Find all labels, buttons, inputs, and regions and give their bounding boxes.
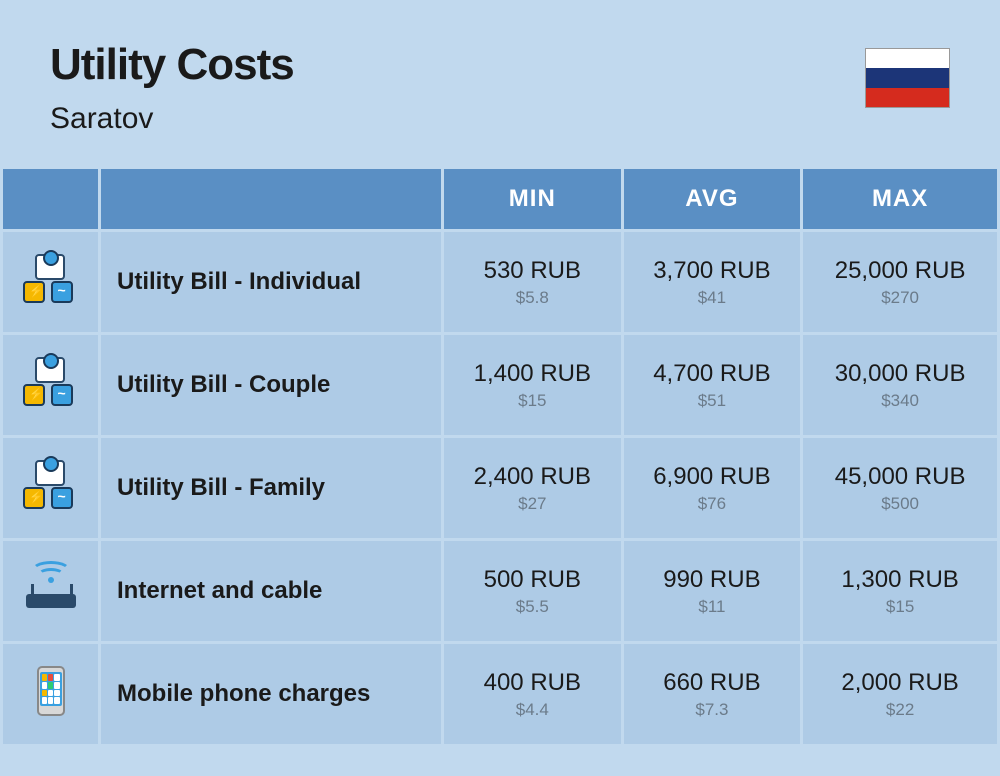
max-secondary: $270 [813,288,987,308]
header: Utility Costs Saratov [0,0,1000,166]
flag-stripe-white [866,49,949,68]
table-row: Mobile phone charges 400 RUB $4.4 660 RUB $7… [3,644,997,744]
avg-primary: 3,700 RUB [634,257,791,285]
header-avg: AVG [624,169,801,229]
avg-secondary: $11 [634,597,791,617]
avg-secondary: $76 [634,494,791,514]
max-secondary: $500 [813,494,987,514]
row-icon-cell [3,438,98,538]
row-min: 2,400 RUB $27 [444,438,621,538]
table-row: Utility Bill - Family 2,400 RUB $27 6,900 R… [3,438,997,538]
row-icon-cell [3,541,98,641]
table-row: Utility Bill - Individual 530 RUB $5.8 3,70… [3,232,997,332]
header-min: MIN [444,169,621,229]
header-label-col [101,169,441,229]
row-min: 500 RUB $5.5 [444,541,621,641]
avg-secondary: $41 [634,288,791,308]
max-secondary: $22 [813,700,987,720]
header-icon-col [3,169,98,229]
table-header-row: MIN AVG MAX [3,169,997,229]
min-secondary: $15 [454,391,611,411]
min-secondary: $5.8 [454,288,611,308]
flag-stripe-blue [866,68,949,87]
max-primary: 1,300 RUB [813,566,987,594]
utility-icon [21,252,81,307]
avg-primary: 660 RUB [634,669,791,697]
row-max: 2,000 RUB $22 [803,644,997,744]
row-icon-cell [3,644,98,744]
utility-icon [21,458,81,513]
min-primary: 2,400 RUB [454,463,611,491]
min-primary: 400 RUB [454,669,611,697]
avg-primary: 6,900 RUB [634,463,791,491]
avg-secondary: $51 [634,391,791,411]
router-icon [21,561,81,616]
page-title: Utility Costs [50,40,294,90]
min-secondary: $5.5 [454,597,611,617]
min-primary: 1,400 RUB [454,360,611,388]
min-primary: 530 RUB [454,257,611,285]
min-secondary: $4.4 [454,700,611,720]
max-primary: 2,000 RUB [813,669,987,697]
max-primary: 25,000 RUB [813,257,987,285]
russia-flag-icon [865,48,950,108]
row-label: Utility Bill - Family [101,438,441,538]
avg-primary: 4,700 RUB [634,360,791,388]
flag-stripe-red [866,88,949,107]
row-icon-cell [3,335,98,435]
max-secondary: $340 [813,391,987,411]
min-secondary: $27 [454,494,611,514]
row-label: Utility Bill - Couple [101,335,441,435]
row-min: 400 RUB $4.4 [444,644,621,744]
row-avg: 6,900 RUB $76 [624,438,801,538]
page-subtitle: Saratov [50,102,294,136]
table-row: Utility Bill - Couple 1,400 RUB $15 4,700 R… [3,335,997,435]
row-avg: 4,700 RUB $51 [624,335,801,435]
row-label: Utility Bill - Individual [101,232,441,332]
table-row: Internet and cable 500 RUB $5.5 990 RUB $11 1… [3,541,997,641]
row-avg: 660 RUB $7.3 [624,644,801,744]
row-avg: 3,700 RUB $41 [624,232,801,332]
row-min: 530 RUB $5.8 [444,232,621,332]
max-secondary: $15 [813,597,987,617]
row-max: 45,000 RUB $500 [803,438,997,538]
row-max: 1,300 RUB $15 [803,541,997,641]
row-icon-cell [3,232,98,332]
phone-icon [21,664,81,719]
avg-primary: 990 RUB [634,566,791,594]
row-max: 25,000 RUB $270 [803,232,997,332]
row-label: Internet and cable [101,541,441,641]
row-min: 1,400 RUB $15 [444,335,621,435]
row-avg: 990 RUB $11 [624,541,801,641]
title-block: Utility Costs Saratov [50,40,294,136]
costs-table: MIN AVG MAX Utility Bill - Individual530… [0,166,1000,747]
max-primary: 45,000 RUB [813,463,987,491]
avg-secondary: $7.3 [634,700,791,720]
row-max: 30,000 RUB $340 [803,335,997,435]
utility-icon [21,355,81,410]
min-primary: 500 RUB [454,566,611,594]
row-label: Mobile phone charges [101,644,441,744]
max-primary: 30,000 RUB [813,360,987,388]
header-max: MAX [803,169,997,229]
